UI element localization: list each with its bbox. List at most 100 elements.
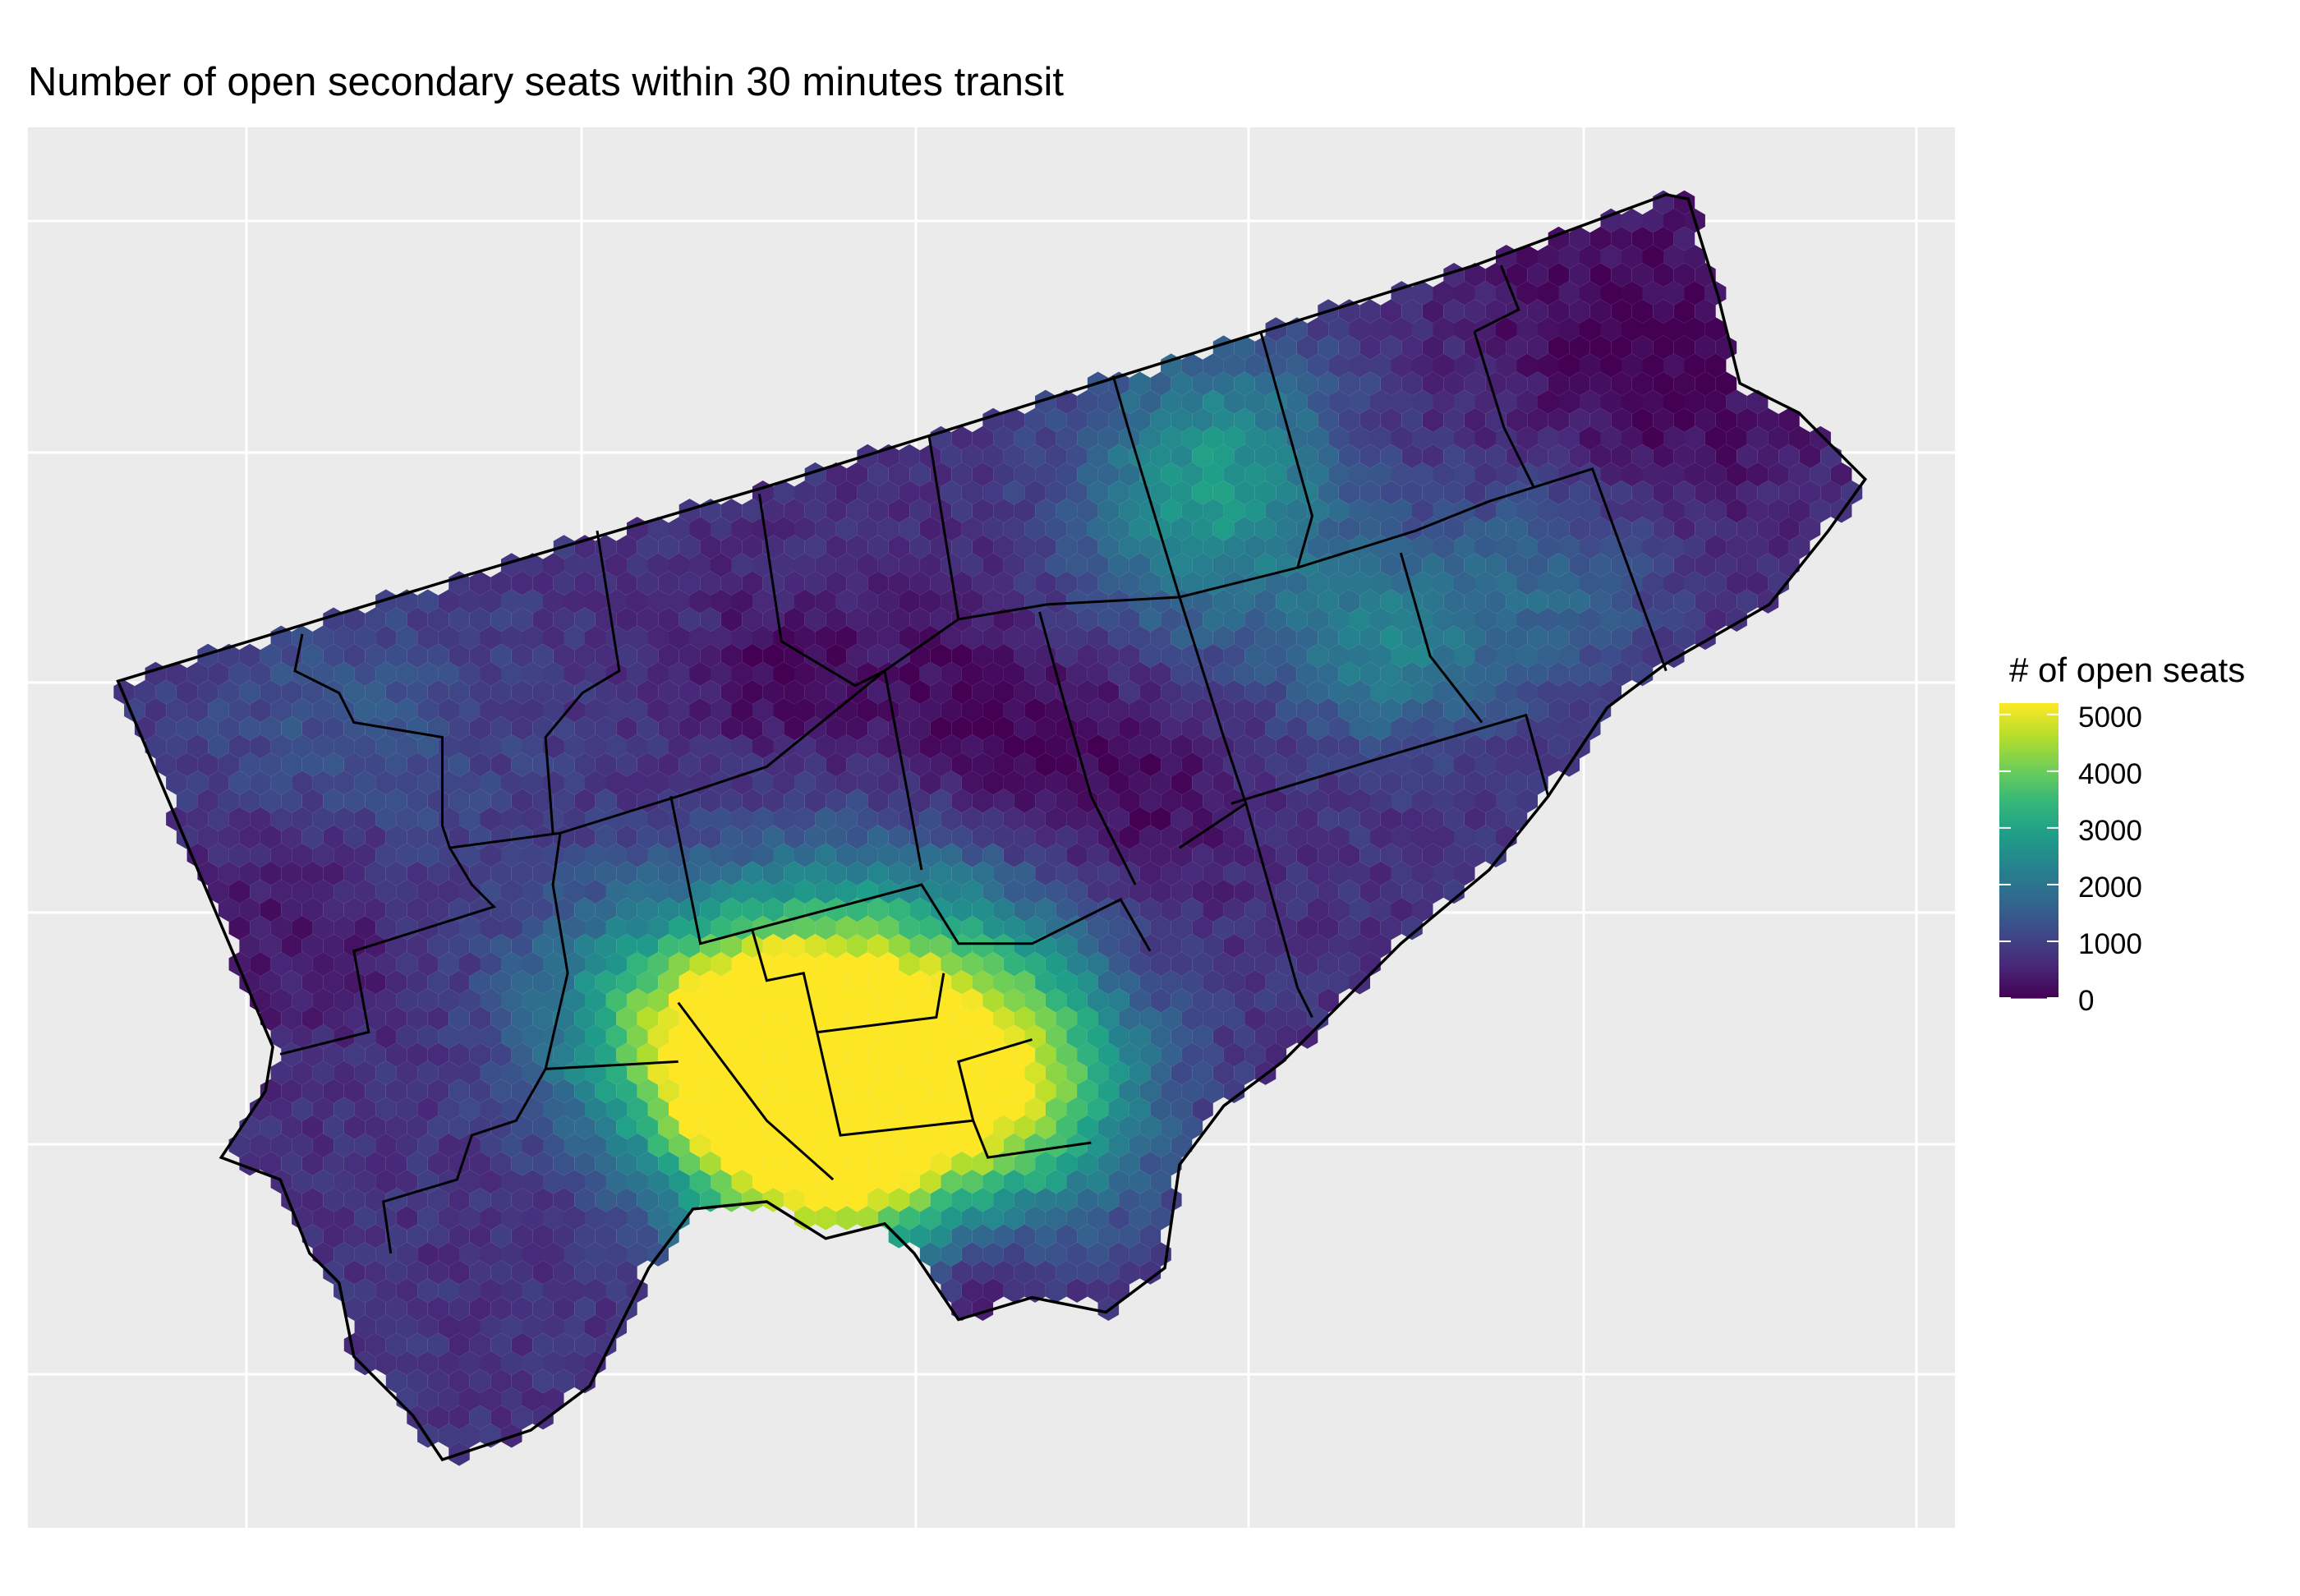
colorbar-segment xyxy=(1999,936,2058,940)
hex-cell xyxy=(1506,661,1528,687)
hex-cell xyxy=(438,1242,459,1267)
hex-cell xyxy=(1286,389,1308,414)
hex-cell xyxy=(1129,770,1151,795)
hex-cell xyxy=(1129,1242,1151,1267)
hex-cell xyxy=(1516,643,1538,669)
hex-cell xyxy=(846,1079,868,1103)
hex-cell xyxy=(846,499,868,523)
hex-cell xyxy=(993,752,1014,777)
hex-cell xyxy=(773,1060,794,1085)
hex-cell xyxy=(993,934,1014,959)
hex-cell xyxy=(1077,607,1098,632)
hex-cell xyxy=(1328,934,1350,959)
hex-cell xyxy=(501,1024,522,1049)
hex-cell xyxy=(689,1170,711,1194)
hex-cell xyxy=(804,752,826,777)
hex-cell xyxy=(909,462,931,487)
hex-cell xyxy=(543,1133,564,1158)
hex-cell xyxy=(343,1042,366,1067)
hex-cell xyxy=(1014,679,1036,705)
hex-cell xyxy=(909,934,931,959)
hex-cell xyxy=(1265,1006,1287,1031)
hex-cell xyxy=(773,697,794,723)
hex-cell xyxy=(1600,353,1622,378)
hex-cell xyxy=(961,625,983,651)
hex-cell xyxy=(1684,499,1705,523)
hex-cell xyxy=(396,952,418,977)
hex-cell xyxy=(773,952,794,977)
colorbar-segment xyxy=(1999,897,2058,900)
hex-cell xyxy=(396,697,418,723)
hex-cell xyxy=(469,1079,491,1103)
hex-cell xyxy=(1223,1006,1245,1031)
hex-cell xyxy=(448,1368,470,1394)
hex-cell xyxy=(731,734,752,759)
hex-cell xyxy=(1454,752,1475,777)
hex-cell xyxy=(919,661,941,687)
hex-cell xyxy=(1318,843,1339,867)
hex-cell xyxy=(585,1170,606,1194)
hex-cell xyxy=(647,1206,669,1230)
hex-cell xyxy=(480,1206,501,1230)
hex-cell xyxy=(951,825,973,849)
hex-cell xyxy=(647,1024,669,1049)
hex-cell xyxy=(1108,517,1129,541)
hex-cell xyxy=(1066,697,1088,723)
hex-cell xyxy=(919,915,941,941)
hex-cell xyxy=(1066,915,1088,941)
hex-cell xyxy=(993,897,1014,922)
hex-cell xyxy=(1359,843,1381,867)
hex-cell xyxy=(1161,1042,1182,1067)
hex-cell xyxy=(343,1188,366,1212)
hex-cell xyxy=(689,1133,711,1158)
hex-cell xyxy=(1097,934,1120,959)
hex-cell xyxy=(281,934,302,959)
hex-cell xyxy=(700,1079,721,1103)
hex-cell xyxy=(742,607,763,632)
hex-cell xyxy=(176,752,198,777)
hex-cell xyxy=(1611,661,1632,687)
colorbar-segment xyxy=(1999,717,2058,721)
hex-cell xyxy=(1066,407,1088,433)
hex-cell xyxy=(1139,643,1162,669)
hex-cell xyxy=(1234,371,1255,396)
hex-cell xyxy=(1359,879,1381,904)
hex-cell xyxy=(417,734,439,759)
hex-cell xyxy=(1569,625,1590,651)
hex-cell xyxy=(1276,481,1297,505)
hex-cell xyxy=(1056,1188,1078,1212)
hex-cell xyxy=(385,1368,407,1394)
hex-cell xyxy=(961,1133,983,1158)
hex-cell xyxy=(1736,553,1758,577)
hex-cell xyxy=(1506,625,1528,651)
hex-cell xyxy=(365,861,386,886)
hex-cell xyxy=(1684,245,1705,269)
hex-cell xyxy=(867,789,889,813)
hex-cell xyxy=(1433,425,1454,451)
hex-cell xyxy=(1820,481,1842,505)
hex-cell xyxy=(1108,1024,1129,1049)
hex-cell xyxy=(982,697,1004,723)
hex-cell xyxy=(720,643,743,669)
hex-cell xyxy=(815,770,836,795)
hex-cell xyxy=(972,1188,994,1212)
hex-cell xyxy=(543,1170,564,1194)
hex-cell xyxy=(1464,589,1486,614)
hex-cell xyxy=(961,589,983,614)
hex-cell xyxy=(1726,389,1747,414)
hex-cell xyxy=(301,1188,324,1212)
hex-cell xyxy=(888,1151,910,1176)
hex-cell xyxy=(1370,789,1392,813)
hex-cell xyxy=(1171,988,1193,1013)
hex-cell xyxy=(1192,517,1213,541)
hex-cell xyxy=(794,1060,816,1085)
hex-cell xyxy=(490,1006,512,1031)
hex-cell xyxy=(1433,825,1454,849)
hex-cell xyxy=(1631,371,1654,396)
hex-cell xyxy=(1192,807,1213,831)
hex-cell xyxy=(1265,425,1287,451)
hex-cell xyxy=(343,679,366,705)
hex-cell xyxy=(930,752,952,777)
hex-cell xyxy=(700,789,721,813)
hex-cell xyxy=(784,1151,805,1176)
